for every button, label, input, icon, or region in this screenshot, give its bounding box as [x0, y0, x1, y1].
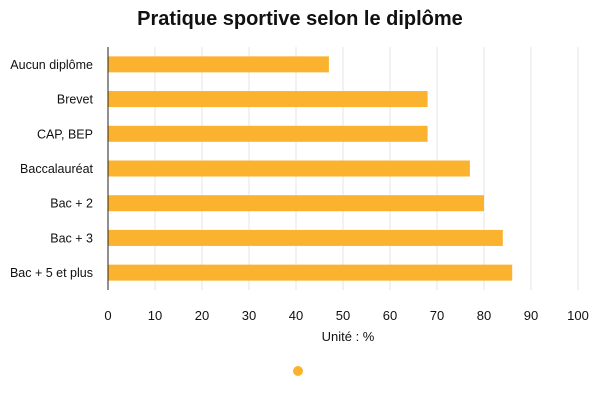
x-tick-label: 70 — [430, 308, 444, 323]
category-label: Bac + 3 — [50, 231, 93, 245]
bar[interactable] — [108, 195, 484, 212]
bar[interactable] — [108, 125, 428, 142]
bar[interactable] — [108, 160, 470, 177]
bar[interactable] — [108, 264, 513, 281]
category-label: Bac + 2 — [50, 197, 93, 211]
bars — [108, 56, 513, 281]
category-label: CAP, BEP — [37, 127, 93, 141]
category-label: Brevet — [57, 93, 94, 107]
category-labels: Aucun diplôme Brevet CAP, BEP Baccalauréat B… — [10, 58, 94, 280]
x-tick-label: 90 — [524, 308, 538, 323]
category-label: Baccalauréat — [20, 162, 93, 176]
x-tick-label: 0 — [104, 308, 111, 323]
x-tick-label: 40 — [289, 308, 303, 323]
x-tick-label: 80 — [477, 308, 491, 323]
category-label: Aucun diplôme — [10, 58, 93, 72]
x-tick-label: 100 — [567, 308, 589, 323]
x-tick-label: 10 — [148, 308, 162, 323]
x-tick-label: 50 — [336, 308, 350, 323]
x-tick-label: 20 — [195, 308, 209, 323]
x-tick-label: 30 — [242, 308, 256, 323]
x-tick-label: 60 — [383, 308, 397, 323]
category-label: Bac + 5 et plus — [10, 266, 93, 280]
bar[interactable] — [108, 91, 428, 108]
chart-title: Pratique sportive selon le diplôme — [137, 8, 463, 30]
x-axis-label: Unité : % — [322, 329, 375, 344]
legend-marker[interactable] — [293, 366, 303, 376]
bar[interactable] — [108, 229, 503, 246]
bar[interactable] — [108, 56, 329, 73]
x-tick-labels: 0 10 20 30 40 50 60 70 80 90 100 — [104, 308, 588, 323]
